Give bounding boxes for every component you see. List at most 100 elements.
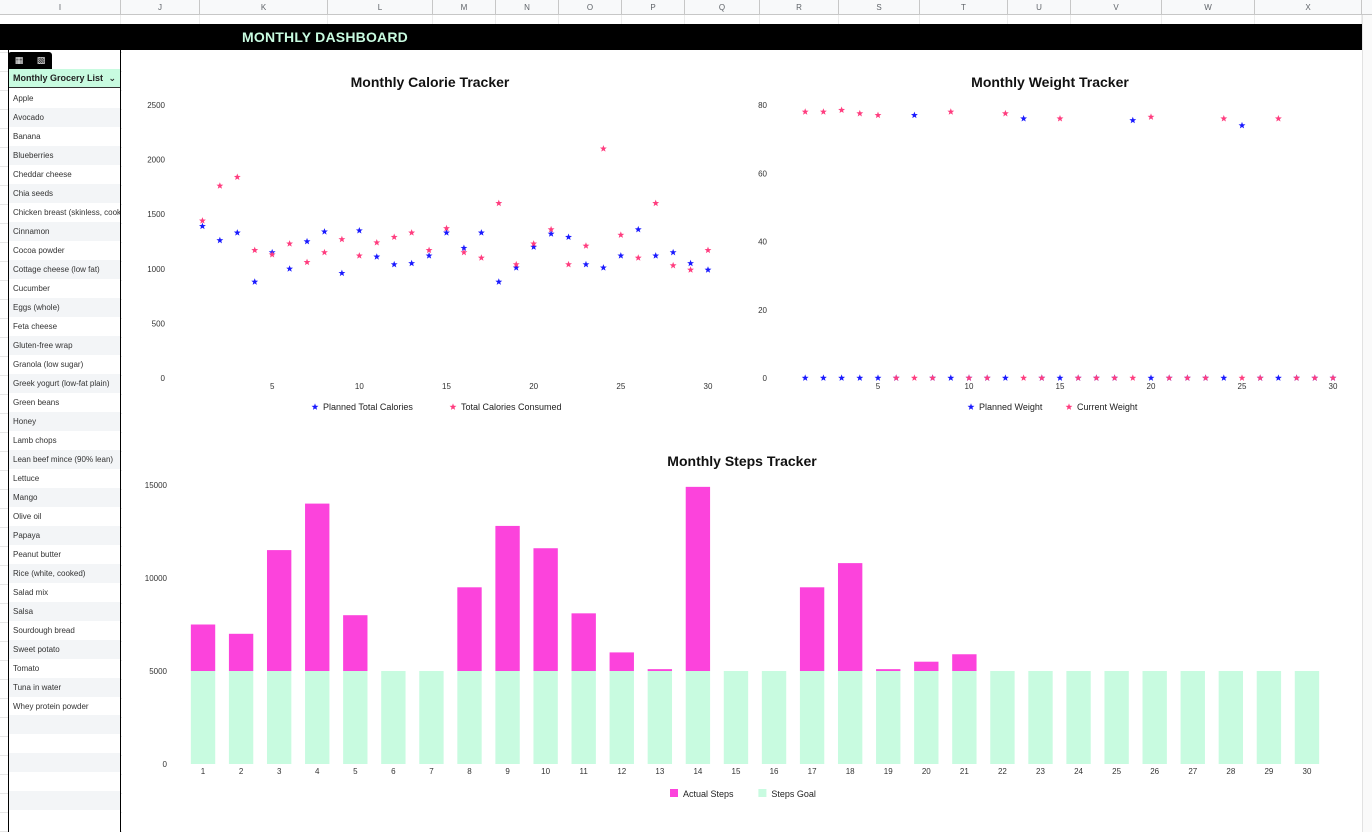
bar-actual-steps[interactable] xyxy=(495,525,520,671)
data-point[interactable] xyxy=(669,248,677,256)
bar-steps-goal[interactable] xyxy=(1142,671,1167,764)
data-point[interactable] xyxy=(1129,116,1137,124)
data-point[interactable] xyxy=(1001,109,1009,117)
data-point[interactable] xyxy=(251,278,259,285)
data-point[interactable] xyxy=(983,374,991,381)
grocery-item[interactable]: Sweet potato xyxy=(9,640,120,659)
data-point[interactable] xyxy=(687,266,694,273)
grocery-item[interactable]: Papaya xyxy=(9,526,120,545)
bar-steps-goal[interactable] xyxy=(1218,671,1244,764)
bar-steps-goal[interactable] xyxy=(837,671,863,764)
data-point[interactable] xyxy=(965,374,973,381)
calculator-icon[interactable]: ▧ xyxy=(36,55,46,65)
data-point[interactable] xyxy=(1220,115,1228,122)
data-point[interactable] xyxy=(477,229,485,236)
grocery-list-dropdown[interactable]: Monthly Grocery List ⌄ xyxy=(9,69,120,88)
data-point[interactable] xyxy=(355,252,363,259)
column-header-x[interactable]: X xyxy=(1255,0,1362,15)
data-point[interactable] xyxy=(321,248,328,256)
bar-steps-goal[interactable] xyxy=(876,671,901,764)
data-point[interactable] xyxy=(530,243,538,250)
bar-steps-goal[interactable] xyxy=(685,671,711,764)
data-point[interactable] xyxy=(874,111,882,119)
data-point[interactable] xyxy=(443,229,450,236)
bar-steps-goal[interactable] xyxy=(914,671,939,764)
bar-actual-steps[interactable] xyxy=(914,661,939,671)
column-header-i[interactable]: I xyxy=(0,0,121,15)
column-header-j[interactable]: J xyxy=(121,0,200,15)
bar-steps-goal[interactable] xyxy=(990,671,1015,764)
bar-actual-steps[interactable] xyxy=(837,563,863,671)
column-header-p[interactable]: P xyxy=(622,0,685,15)
column-header-n[interactable]: N xyxy=(496,0,559,15)
weight-tracker-chart[interactable]: Monthly Weight Tracker 0 20 40 60 80 5 10 15 20 25… xyxy=(750,65,1350,425)
bar-actual-steps[interactable] xyxy=(685,486,711,671)
data-point[interactable] xyxy=(1274,115,1282,122)
data-point[interactable] xyxy=(1020,115,1028,122)
calorie-tracker-chart[interactable]: Monthly Calorie Tracker 0 500 1000 1500 2000 2… xyxy=(130,65,730,425)
column-header-s[interactable]: S xyxy=(839,0,920,15)
data-point[interactable] xyxy=(1293,374,1301,381)
column-header-v[interactable]: V xyxy=(1071,0,1162,15)
bar-steps-goal[interactable] xyxy=(1256,671,1282,764)
data-point[interactable] xyxy=(669,261,677,269)
data-point[interactable] xyxy=(199,217,206,224)
data-point[interactable] xyxy=(512,260,520,268)
data-point[interactable] xyxy=(565,260,572,268)
data-point[interactable] xyxy=(704,266,712,273)
bar-steps-goal[interactable] xyxy=(1066,671,1091,764)
column-header-q[interactable]: Q xyxy=(685,0,760,15)
data-point[interactable] xyxy=(390,233,398,241)
bar-steps-goal[interactable] xyxy=(228,671,254,764)
column-header-w[interactable]: W xyxy=(1162,0,1255,15)
grocery-item[interactable]: Cheddar cheese xyxy=(13,170,72,179)
grocery-item[interactable]: Lean beef mince (90% lean) xyxy=(9,450,120,469)
grocery-item[interactable]: Salsa xyxy=(9,602,120,621)
data-point[interactable] xyxy=(599,264,607,271)
data-point[interactable] xyxy=(819,108,827,115)
data-point[interactable] xyxy=(477,254,485,261)
column-header-k[interactable]: K xyxy=(200,0,328,15)
data-point[interactable] xyxy=(874,374,882,381)
grocery-item[interactable]: Tomato xyxy=(13,664,40,673)
bar-steps-goal[interactable] xyxy=(533,671,558,764)
bar-actual-steps[interactable] xyxy=(457,587,482,671)
data-point[interactable] xyxy=(1274,374,1282,381)
grocery-item[interactable]: Peanut butter xyxy=(13,550,62,559)
data-point[interactable] xyxy=(495,278,503,285)
data-point[interactable] xyxy=(321,228,328,235)
data-point[interactable] xyxy=(338,235,346,243)
data-point[interactable] xyxy=(233,173,241,180)
column-header-l[interactable]: L xyxy=(328,0,433,15)
data-point[interactable] xyxy=(929,374,937,381)
data-point[interactable] xyxy=(286,265,294,272)
bar-steps-goal[interactable] xyxy=(571,671,596,764)
bar-steps-goal[interactable] xyxy=(190,671,216,764)
grocery-item[interactable]: Whey protein powder xyxy=(13,702,89,711)
data-point[interactable] xyxy=(1329,374,1337,381)
bar-steps-goal[interactable] xyxy=(1180,671,1205,764)
grocery-item[interactable]: Sourdough bread xyxy=(13,626,75,635)
data-point[interactable] xyxy=(801,374,809,381)
bar-steps-goal[interactable] xyxy=(647,671,673,764)
grocery-item[interactable]: Greek yogurt (low-fat plain) xyxy=(9,374,120,393)
data-point[interactable] xyxy=(460,248,468,256)
bar-actual-steps[interactable] xyxy=(305,503,330,671)
bar-steps-goal[interactable] xyxy=(266,671,292,764)
data-point[interactable] xyxy=(530,240,538,247)
data-point[interactable] xyxy=(910,111,918,119)
grocery-item[interactable]: Lettuce xyxy=(13,474,40,483)
bar-actual-steps[interactable] xyxy=(571,613,596,671)
data-point[interactable] xyxy=(1147,374,1155,381)
data-point[interactable] xyxy=(1111,374,1119,381)
data-point[interactable] xyxy=(582,242,590,249)
data-point[interactable] xyxy=(704,246,712,254)
data-point[interactable] xyxy=(547,225,555,233)
steps-tracker-chart[interactable]: Monthly Steps Tracker 0 5000 10000 15000 1 2 3 4… xyxy=(130,445,1352,815)
bar-steps-goal[interactable] xyxy=(457,671,482,764)
grocery-item[interactable]: Honey xyxy=(9,412,120,431)
data-point[interactable] xyxy=(216,236,224,244)
bar-steps-goal[interactable] xyxy=(723,671,749,764)
grocery-item[interactable]: Salad mix xyxy=(13,588,49,597)
